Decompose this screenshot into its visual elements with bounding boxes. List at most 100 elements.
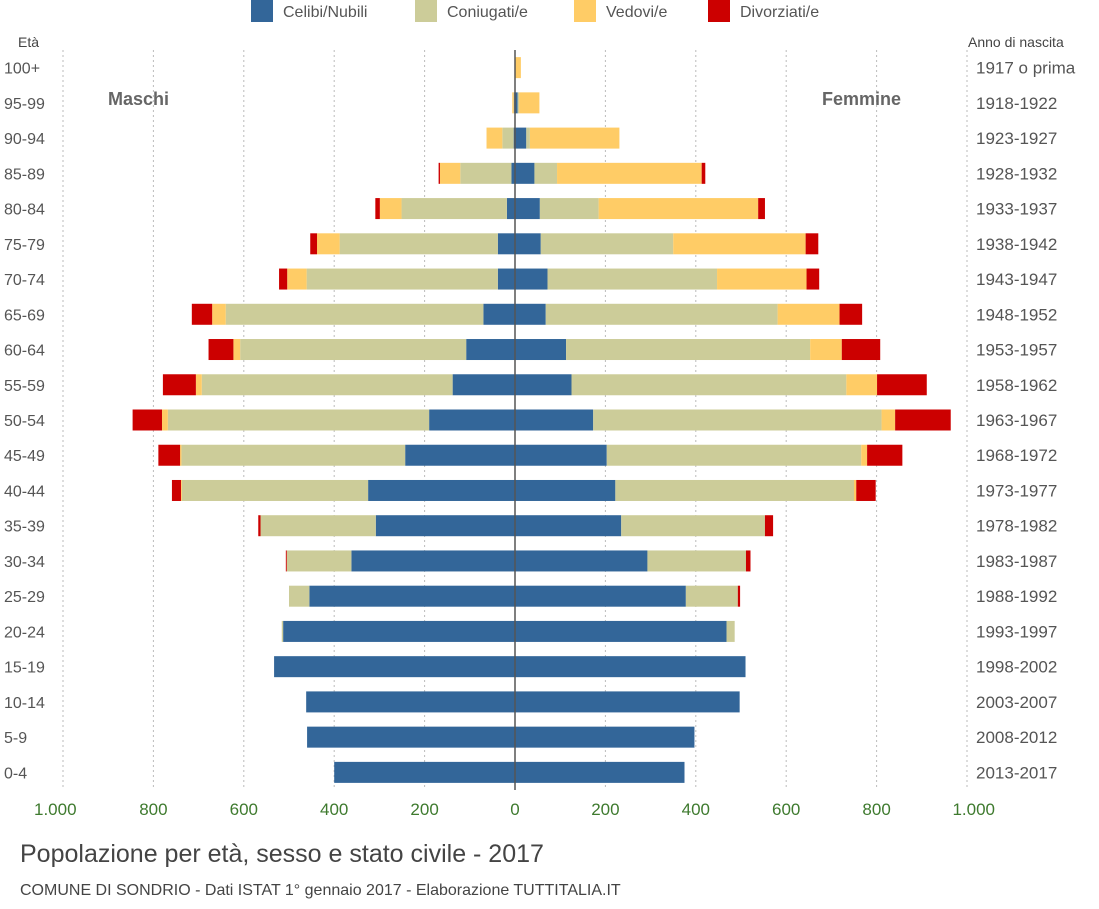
bar-male-coniugati-e	[181, 479, 369, 501]
x-tick-label: 1.000	[34, 800, 77, 819]
bar-male-coniugati-e	[502, 127, 514, 149]
right-axis-header: Anno di nascita	[968, 34, 1064, 50]
bar-male-divorziati-e	[171, 479, 181, 501]
x-tick-labels: 1.000 800 600 400 200 0 200 400 600 800 1.000	[34, 800, 995, 819]
bar-female-coniugati-e	[566, 339, 811, 361]
age-label: 80-84	[4, 202, 45, 219]
bar-male-coniugati-e	[286, 550, 352, 572]
bar-female-vedovi-e	[515, 57, 521, 79]
bar-female-celibi-nubili	[515, 515, 622, 537]
bar-male-celibi-nubili	[375, 515, 515, 537]
x-tick-label: 200	[410, 800, 438, 819]
bar-female-coniugati-e	[517, 92, 520, 114]
bar-female-celibi-nubili	[515, 620, 727, 642]
left-group-label: Maschi	[108, 89, 169, 109]
bar-male-vedovi-e	[287, 268, 307, 290]
bar-male-divorziati-e	[208, 339, 234, 361]
bar-female-vedovi-e	[598, 198, 759, 220]
birth-year-label: 1923-1927	[976, 129, 1057, 148]
bar-male-divorziati-e	[258, 515, 261, 537]
birth-year-label: 1938-1942	[976, 235, 1057, 254]
bar-female-coniugati-e	[539, 198, 599, 220]
bar-male-vedovi-e	[317, 233, 340, 255]
birth-year-label: 1928-1932	[976, 164, 1057, 183]
legend-swatch	[415, 0, 437, 22]
bar-female-vedovi-e	[777, 303, 840, 325]
birth-year-label: 1988-1992	[976, 587, 1057, 606]
bar-male-celibi-nubili	[351, 550, 515, 572]
x-tick-label: 600	[230, 800, 258, 819]
age-label: 40-44	[4, 483, 45, 500]
bar-male-celibi-nubili	[506, 198, 515, 220]
birth-year-label: 1998-2002	[976, 658, 1057, 677]
bar-female-coniugati-e	[685, 585, 738, 607]
bar-female-coniugati-e	[545, 303, 778, 325]
bar-male-celibi-nubili	[307, 726, 515, 748]
bar-female-coniugati-e	[593, 409, 882, 431]
bar-male-vedovi-e	[486, 127, 503, 149]
legend-swatch	[708, 0, 730, 22]
bar-female-coniugati-e	[726, 620, 735, 642]
legend-swatch	[574, 0, 596, 22]
birth-year-label: 1983-1987	[976, 552, 1057, 571]
bar-female-celibi-nubili	[515, 374, 572, 396]
left-axis-header: Età	[18, 34, 39, 50]
chart-title: Popolazione per età, sesso e stato civil…	[20, 840, 544, 868]
age-label: 25-29	[4, 589, 45, 606]
bar-female-coniugati-e	[540, 233, 674, 255]
bar-male-coniugati-e	[289, 585, 310, 607]
bar-female-celibi-nubili	[515, 162, 535, 184]
bar-male-vedovi-e	[512, 92, 514, 114]
bar-male-coniugati-e	[306, 268, 498, 290]
bar-male-divorziati-e	[375, 198, 380, 220]
age-label: 90-94	[4, 131, 45, 148]
age-labels: 100+ 95-99 90-94 85-89 80-84 75-79 70-74 65-69 6…	[4, 61, 45, 783]
bar-female-divorziati-e	[895, 409, 951, 431]
bar-female-celibi-nubili	[515, 303, 546, 325]
bar-male-coniugati-e	[225, 303, 484, 325]
bar-male-vedovi-e	[439, 162, 461, 184]
bars	[132, 57, 951, 783]
bar-male-coniugati-e	[240, 339, 467, 361]
bar-male-coniugati-e	[260, 515, 376, 537]
bar-female-coniugati-e	[571, 374, 847, 396]
bar-female-coniugati-e	[534, 162, 558, 184]
bar-female-celibi-nubili	[515, 268, 548, 290]
legend-swatch	[251, 0, 273, 22]
bar-male-celibi-nubili	[429, 409, 515, 431]
bar-female-coniugati-e	[547, 268, 718, 290]
age-label: 85-89	[4, 166, 45, 183]
age-label: 0-4	[4, 765, 27, 782]
bar-female-celibi-nubili	[515, 550, 648, 572]
bar-female-celibi-nubili	[515, 761, 685, 783]
bar-female-celibi-nubili	[515, 127, 527, 149]
bar-female-divorziati-e	[758, 198, 765, 220]
bar-male-coniugati-e	[201, 374, 453, 396]
x-tick-label: 600	[772, 800, 800, 819]
bar-female-divorziati-e	[877, 374, 927, 396]
bar-male-coniugati-e	[281, 620, 284, 642]
bar-female-celibi-nubili	[515, 479, 616, 501]
bar-female-vedovi-e	[854, 479, 857, 501]
bar-female-celibi-nubili	[515, 444, 607, 466]
x-tick-label: 0	[510, 800, 519, 819]
bar-female-divorziati-e	[856, 479, 876, 501]
bar-male-celibi-nubili	[334, 761, 515, 783]
bar-female-coniugati-e	[526, 127, 530, 149]
bar-male-divorziati-e	[310, 233, 318, 255]
age-label: 10-14	[4, 695, 45, 712]
bar-male-divorziati-e	[438, 162, 440, 184]
age-label: 60-64	[4, 343, 45, 360]
bar-female-divorziati-e	[745, 550, 751, 572]
bar-female-vedovi-e	[881, 409, 896, 431]
bar-female-celibi-nubili	[515, 92, 518, 114]
birth-year-label: 1917 o prima	[976, 59, 1076, 78]
bar-female-vedovi-e	[717, 268, 807, 290]
bar-male-celibi-nubili	[497, 268, 515, 290]
bar-female-celibi-nubili	[515, 656, 746, 678]
bar-male-coniugati-e	[460, 162, 512, 184]
birth-year-labels: 1917 o prima 1918-1922 1923-1927 1928-1932 1…	[976, 59, 1076, 783]
age-label: 100+	[4, 61, 40, 78]
bar-female-divorziati-e	[764, 515, 774, 537]
x-tick-label: 200	[591, 800, 619, 819]
